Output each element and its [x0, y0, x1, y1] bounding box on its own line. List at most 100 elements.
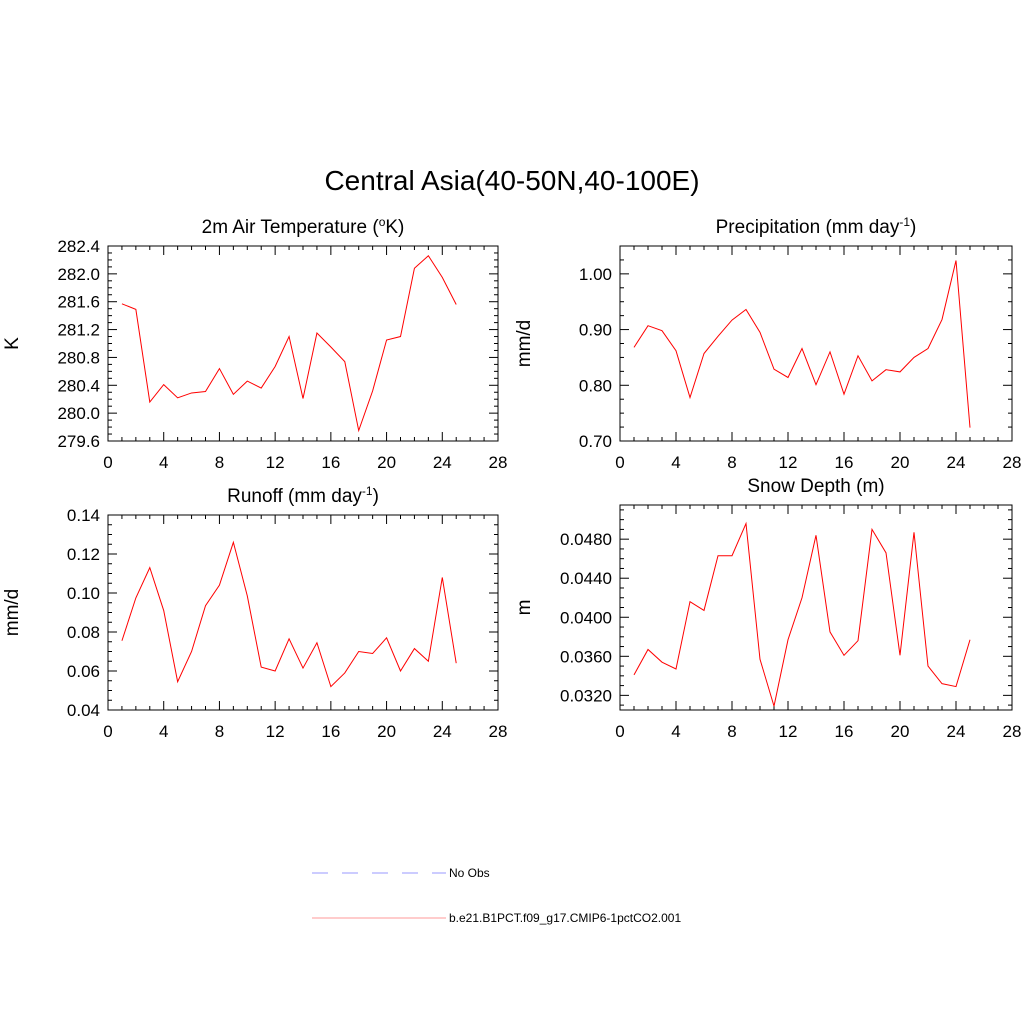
- data-point: [121, 303, 122, 304]
- y-tick-label: 0.12: [67, 545, 100, 564]
- data-point: [647, 649, 648, 650]
- y-axis-label: mm/d: [514, 320, 535, 368]
- data-point: [386, 339, 387, 340]
- x-tick-label: 12: [266, 722, 285, 741]
- data-point: [386, 637, 387, 638]
- data-point: [149, 401, 150, 402]
- data-point: [969, 639, 970, 640]
- data-point: [428, 255, 429, 256]
- y-tick-label: 282.0: [57, 265, 100, 284]
- data-point: [815, 535, 816, 536]
- panel-title: Runoff (mm day-1): [227, 484, 379, 507]
- x-tick-label: 24: [433, 722, 452, 741]
- data-point: [633, 674, 634, 675]
- y-axis-label: m: [514, 600, 535, 616]
- x-tick-label: 8: [727, 722, 736, 741]
- legend-label: b.e21.B1PCT.f09_g17.CMIP6-1pctCO2.001: [449, 911, 681, 925]
- data-point: [414, 268, 415, 269]
- x-tick-label: 4: [671, 722, 680, 741]
- x-tick-label: 20: [891, 722, 910, 741]
- data-point: [344, 672, 345, 673]
- x-tick-label: 0: [615, 722, 624, 741]
- data-point: [191, 392, 192, 393]
- data-point: [135, 597, 136, 598]
- data-point: [801, 348, 802, 349]
- data-point: [787, 639, 788, 640]
- data-point: [302, 667, 303, 668]
- legend-label: No Obs: [449, 866, 490, 880]
- series-line: [121, 540, 457, 688]
- title-text: ): [910, 217, 916, 238]
- y-tick-label: 279.6: [57, 432, 100, 451]
- panel-4: Snow Depth (m) m 0 4 8 12 16 20 24 28 0.0320 0.0360…: [514, 476, 1021, 741]
- data-point: [661, 662, 662, 663]
- data-point: [899, 371, 900, 372]
- data-point: [358, 430, 359, 431]
- title-text: K): [385, 217, 404, 238]
- data-point: [316, 642, 317, 643]
- x-tick-label: 16: [321, 453, 340, 472]
- data-point: [191, 651, 192, 652]
- x-tick-label: 16: [835, 722, 854, 741]
- data-point: [829, 351, 830, 352]
- data-point: [857, 355, 858, 356]
- data-point: [344, 361, 345, 362]
- x-tick-label: 28: [1003, 453, 1022, 472]
- data-point: [428, 661, 429, 662]
- title-text: 2m Air Temperature (: [202, 217, 380, 238]
- y-tick-label: 280.4: [57, 376, 100, 395]
- plot-frame: [619, 245, 1013, 442]
- data-point: [330, 346, 331, 347]
- title-text: Runoff (mm day: [227, 486, 362, 507]
- data-point: [787, 377, 788, 378]
- panel-title: 2m Air Temperature (oK): [202, 215, 405, 238]
- data-point: [829, 631, 830, 632]
- data-point: [163, 610, 164, 611]
- data-point: [913, 357, 914, 358]
- x-tick-label: 28: [489, 453, 508, 472]
- title-text: Snow Depth (m): [747, 476, 884, 497]
- x-tick-label: 12: [779, 453, 798, 472]
- data-point: [275, 366, 276, 367]
- panel-2: Precipitation (mm day-1) mm/d 0 4 8 12 16 20 24 2…: [514, 215, 1021, 472]
- title-superscript: o: [379, 215, 386, 229]
- data-point: [219, 368, 220, 369]
- x-tick-label: 20: [891, 453, 910, 472]
- y-tick-label: 0.0320: [560, 686, 612, 705]
- title-text: ): [373, 486, 379, 507]
- data-point: [689, 601, 690, 602]
- data-point: [773, 369, 774, 370]
- data-point: [759, 659, 760, 660]
- x-tick-label: 0: [103, 722, 112, 741]
- data-point: [456, 304, 457, 305]
- panels: 2m Air Temperature (oK) K 0 4 8 12 16 20 24 28 279…: [2, 215, 1021, 741]
- x-tick-label: 0: [615, 453, 624, 472]
- y-tick-label: 282.4: [57, 237, 100, 256]
- title-superscript: -1: [362, 484, 373, 498]
- y-tick-label: 0.06: [67, 662, 100, 681]
- data-point: [261, 667, 262, 668]
- data-point: [661, 330, 662, 331]
- data-point: [745, 523, 746, 524]
- data-point: [135, 309, 136, 310]
- legend: No Obs b.e21.B1PCT.f09_g17.CMIP6-1pctCO2.…: [312, 866, 681, 925]
- y-tick-label: 0.04: [67, 701, 100, 720]
- data-point: [745, 309, 746, 310]
- data-point: [372, 653, 373, 654]
- y-tick-label: 280.8: [57, 348, 100, 367]
- y-tick-label: 0.0440: [560, 569, 612, 588]
- y-tick-label: 0.08: [67, 623, 100, 642]
- data-point: [633, 347, 634, 348]
- data-point: [205, 391, 206, 392]
- data-point: [247, 381, 248, 382]
- x-tick-label: 8: [215, 453, 224, 472]
- data-point: [358, 651, 359, 652]
- x-tick-label: 12: [266, 453, 285, 472]
- data-point: [773, 705, 774, 706]
- data-point: [899, 655, 900, 656]
- panel-title: Snow Depth (m): [747, 476, 884, 497]
- y-tick-label: 0.10: [67, 584, 100, 603]
- data-point: [330, 686, 331, 687]
- y-axis-label: mm/d: [2, 589, 23, 637]
- figure-title: Central Asia(40-50N,40-100E): [324, 165, 699, 196]
